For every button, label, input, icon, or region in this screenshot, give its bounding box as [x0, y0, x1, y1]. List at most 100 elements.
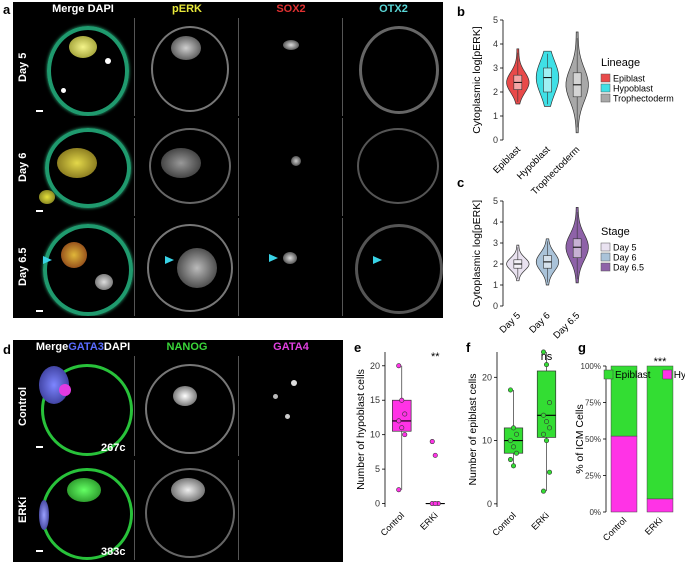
x-tick-label: ERKi — [643, 515, 665, 537]
y-axis-label: Cytoplasmic log[pERK] — [471, 200, 483, 307]
header-otx2: OTX2 — [379, 3, 408, 15]
legend-swatch — [600, 252, 611, 262]
panel-g-letter: g — [578, 340, 586, 355]
header-merge-dapi: Merge DAPI — [52, 3, 114, 15]
legend-entry: Day 5 — [613, 243, 637, 253]
data-point — [432, 501, 438, 507]
legend-entry: Hypoblast — [674, 370, 685, 381]
data-point — [546, 400, 552, 406]
header-gata3-part: GATA3 — [68, 341, 104, 353]
y-axis-label: Number of epiblast cells — [467, 373, 479, 485]
legend-swatch — [600, 242, 611, 252]
chart-g-stacked-bar: 0% 25% 50% 75% 100% % of ICM Cells Control ERKi… — [574, 356, 685, 543]
panel-c-letter: c — [457, 175, 464, 190]
data-point — [543, 419, 549, 425]
bar-segment-epiblast — [646, 365, 674, 500]
x-tick-label: Control — [601, 515, 629, 543]
header-sox2: SOX2 — [276, 3, 306, 15]
panel-d-letter: d — [3, 342, 11, 357]
data-point — [396, 487, 402, 493]
y-tick-label: 5 — [375, 464, 380, 474]
data-point — [510, 463, 516, 469]
data-point — [429, 439, 435, 445]
data-point — [399, 397, 405, 403]
img-day6-5-otx2 — [345, 218, 443, 316]
img-control-gata4 — [241, 356, 342, 456]
y-tick-label: 5 — [493, 196, 498, 206]
bar-segment-hypoblast — [646, 498, 674, 513]
y-tick-label: 1 — [493, 111, 498, 121]
img-day6-otx2 — [345, 118, 443, 216]
panel-b-letter: b — [457, 4, 465, 19]
data-point — [510, 444, 516, 450]
header-gata4: GATA4 — [273, 341, 309, 353]
panel-a-letter: a — [3, 2, 11, 17]
data-point — [402, 411, 408, 417]
legend-entry: Epiblast — [613, 74, 646, 84]
y-tick-label: 0 — [493, 135, 498, 145]
y-tick-label: 4 — [493, 217, 498, 227]
y-tick-label: 15 — [370, 395, 380, 405]
y-tick-label: 2 — [493, 87, 498, 97]
y-axis-label: Cytoplasmic log[pERK] — [471, 26, 483, 133]
y-tick-label: 0% — [589, 508, 601, 517]
cell-count-erki: 383c — [101, 546, 126, 558]
data-point — [507, 387, 513, 393]
img-day6-perk — [137, 118, 239, 216]
violin-box — [543, 67, 552, 93]
y-tick-label: 1 — [493, 280, 498, 290]
img-day5-merge — [33, 18, 135, 116]
y-axis-label: Number of hypoblast cells — [355, 369, 367, 490]
y-tick-label: 10 — [482, 436, 492, 446]
data-point — [396, 418, 402, 424]
img-erki-nanog — [137, 460, 239, 560]
data-point — [399, 425, 405, 431]
img-erki-merge: 383c — [33, 460, 135, 560]
y-tick-label: 50% — [585, 435, 601, 444]
data-point — [507, 438, 513, 444]
data-point — [513, 450, 519, 456]
legend-entry: Day 6.5 — [613, 263, 644, 273]
legend-entry: Day 6 — [613, 253, 637, 263]
panel-d-image-grid: MergeGATA3DAPI NANOG GATA4 Control ERKi … — [13, 340, 343, 562]
x-tick-label: ERKi — [418, 510, 440, 532]
panel-f-letter: f — [466, 340, 471, 355]
legend-swatch — [662, 369, 673, 380]
x-tick-label: Control — [490, 510, 518, 538]
data-point — [540, 488, 546, 494]
img-day6-5-perk — [137, 218, 239, 316]
img-day5-otx2 — [345, 18, 443, 116]
img-control-nanog — [137, 356, 239, 456]
img-day6-5-merge — [33, 218, 135, 316]
img-day6-5-sox2 — [241, 218, 343, 316]
cell-count-control: 267c — [101, 442, 126, 454]
legend-swatch — [600, 262, 611, 272]
y-tick-label: 2 — [493, 259, 498, 269]
legend-title: Lineage — [601, 57, 640, 69]
y-tick-label: 0 — [375, 499, 380, 509]
legend-entry: Epiblast — [615, 370, 651, 381]
data-point — [396, 363, 402, 369]
panel-e-letter: e — [354, 340, 361, 355]
violin-box — [572, 238, 582, 259]
y-tick-label: 0 — [493, 301, 498, 311]
legend-entry: Hypoblast — [613, 84, 654, 94]
img-day6-sox2 — [241, 118, 343, 216]
chart-b-violin: 0 1 2 3 4 5 Cytoplasmic log[pERK] EpiblastHypob… — [471, 15, 674, 197]
header-merge-gata3-dapi: MergeGATA3DAPI — [33, 341, 133, 353]
data-point — [432, 452, 438, 458]
y-tick-label: 3 — [493, 238, 498, 248]
y-tick-label: 20 — [370, 361, 380, 371]
img-day6-merge — [33, 118, 135, 216]
panel-a-image-grid: Merge DAPI pERK SOX2 OTX2 Day 5 Day 6 Da… — [13, 2, 443, 318]
y-tick-label: 0 — [487, 499, 492, 509]
significance-label: *** — [654, 356, 668, 368]
y-axis-label: % of ICM Cells — [574, 404, 586, 473]
x-tick-label: Control — [379, 510, 407, 538]
data-point — [540, 431, 546, 437]
data-point — [546, 425, 552, 431]
img-erki-gata4 — [241, 460, 342, 560]
